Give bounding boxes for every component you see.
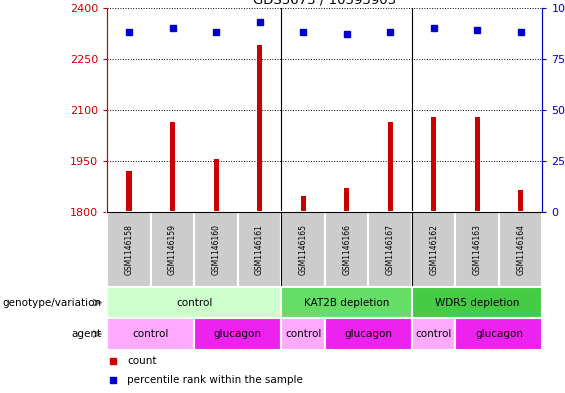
Bar <box>499 212 542 287</box>
Bar <box>325 212 368 287</box>
Text: agent: agent <box>72 329 102 339</box>
Text: KAT2B depletion: KAT2B depletion <box>304 298 389 308</box>
Bar <box>170 122 175 212</box>
Bar <box>194 212 238 287</box>
Bar <box>431 117 436 212</box>
Text: control: control <box>133 329 169 339</box>
Text: GSM1146167: GSM1146167 <box>386 224 394 275</box>
Bar <box>412 287 542 318</box>
Text: percentile rank within the sample: percentile rank within the sample <box>127 375 303 386</box>
Bar <box>214 160 219 212</box>
Bar <box>257 45 262 212</box>
Text: control: control <box>285 329 321 339</box>
Bar <box>107 318 194 350</box>
Text: control: control <box>415 329 452 339</box>
Bar <box>455 212 499 287</box>
Bar <box>194 318 281 350</box>
Text: GSM1146161: GSM1146161 <box>255 224 264 275</box>
Bar <box>301 196 306 212</box>
Bar <box>455 318 542 350</box>
Text: glucagon: glucagon <box>214 329 262 339</box>
Bar <box>518 190 523 212</box>
Bar <box>127 171 132 212</box>
Text: genotype/variation: genotype/variation <box>3 298 102 308</box>
Bar <box>344 188 349 212</box>
Bar <box>412 318 455 350</box>
Bar <box>107 212 151 287</box>
Text: GSM1146164: GSM1146164 <box>516 224 525 275</box>
Title: GDS5673 / 10593903: GDS5673 / 10593903 <box>253 0 397 7</box>
Text: GSM1146159: GSM1146159 <box>168 224 177 275</box>
Text: GSM1146162: GSM1146162 <box>429 224 438 275</box>
Bar <box>281 287 412 318</box>
Text: GSM1146165: GSM1146165 <box>299 224 307 275</box>
Bar <box>368 212 412 287</box>
Bar <box>238 212 281 287</box>
Text: glucagon: glucagon <box>345 329 392 339</box>
Bar <box>388 122 393 212</box>
Bar <box>151 212 194 287</box>
Text: GSM1146160: GSM1146160 <box>212 224 220 275</box>
Bar <box>475 117 480 212</box>
Text: glucagon: glucagon <box>475 329 523 339</box>
Bar <box>107 287 281 318</box>
Text: GSM1146158: GSM1146158 <box>125 224 133 275</box>
Bar <box>325 318 412 350</box>
Bar <box>281 318 325 350</box>
Bar <box>412 212 455 287</box>
Text: GSM1146163: GSM1146163 <box>473 224 481 275</box>
Text: GSM1146166: GSM1146166 <box>342 224 351 275</box>
Text: count: count <box>127 356 157 366</box>
Text: WDR5 depletion: WDR5 depletion <box>435 298 519 308</box>
Bar <box>281 212 325 287</box>
Text: control: control <box>176 298 212 308</box>
